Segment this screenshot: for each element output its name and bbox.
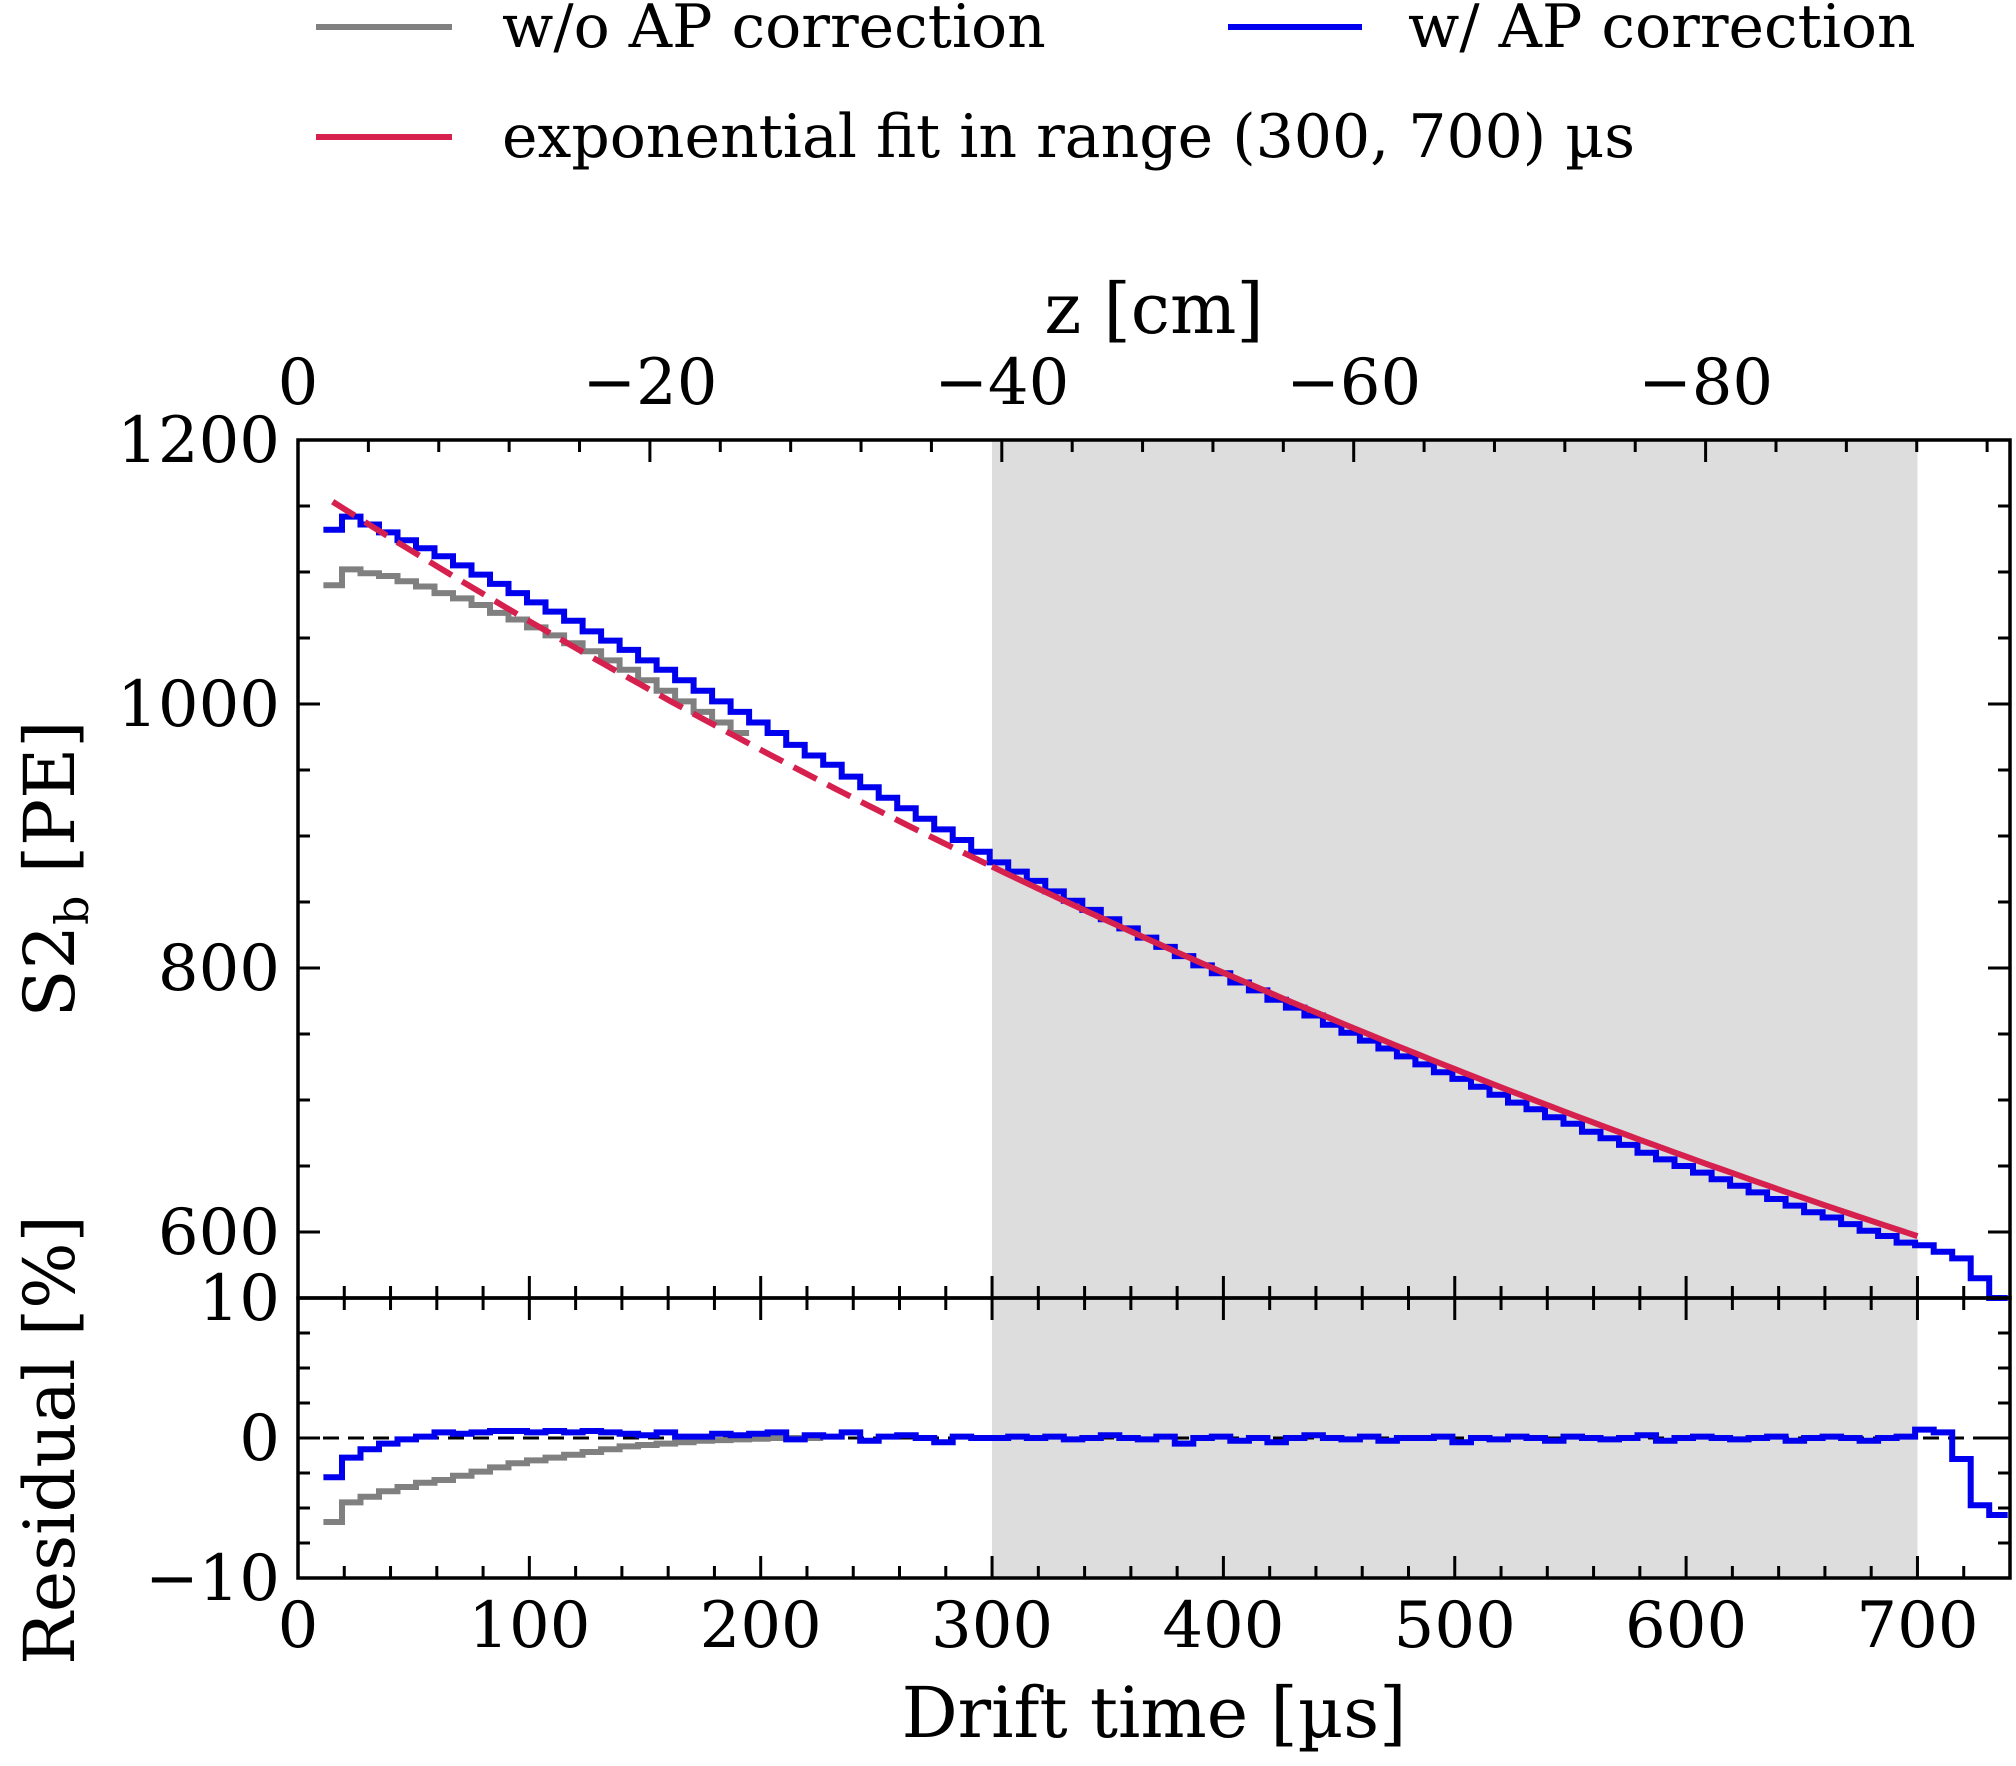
fit-range-shade-main xyxy=(992,440,1918,1298)
main-y-tick-label: 800 xyxy=(158,932,280,1006)
x-tick-label: 0 xyxy=(278,1589,319,1663)
fit-curve-dashed xyxy=(331,499,994,870)
main-y-axis-title-main: S2 xyxy=(9,925,91,1018)
residual-series-0 xyxy=(323,1435,824,1525)
x-tick-label: 700 xyxy=(1856,1589,1978,1663)
res-y-tick-label: 10 xyxy=(199,1262,280,1336)
main-y-tick-label: 600 xyxy=(158,1196,280,1270)
res-y-tick-label: −10 xyxy=(145,1542,280,1616)
main-y-axis-title: S2b [PE] xyxy=(9,720,99,1017)
main-y-axis-title-text: S2b [PE] xyxy=(9,720,99,1017)
z-tick-label: 0 xyxy=(278,346,319,420)
z-tick-label: −60 xyxy=(1286,346,1421,420)
res-y-tick-label: 0 xyxy=(239,1402,280,1476)
series-layer xyxy=(298,499,2010,1525)
z-tick-label: −40 xyxy=(934,346,1069,420)
main-y-axis-title-sub: b xyxy=(45,896,99,925)
x-tick-label: 500 xyxy=(1394,1589,1516,1663)
residual-series-1 xyxy=(323,1426,2008,1518)
main-y-tick-label: 1200 xyxy=(117,404,280,478)
residual-panel-frame xyxy=(296,1296,2012,1580)
x-tick-label: 600 xyxy=(1625,1589,1747,1663)
x-axis-title: Drift time [µs] xyxy=(902,1672,1407,1754)
residual-y-axis-title: Residual [%] xyxy=(9,1215,91,1665)
legend-label-wo-ap: w/o AP correction xyxy=(502,0,1046,62)
legend-label-fit: exponential fit in range (300, 700) µs xyxy=(502,102,1635,172)
top-axis-title: z [cm] xyxy=(1044,268,1263,350)
main-y-tick-label: 1000 xyxy=(117,668,280,742)
x-tick-label: 100 xyxy=(468,1589,590,1663)
x-tick-label: 400 xyxy=(1162,1589,1284,1663)
x-tick-label: 300 xyxy=(931,1589,1053,1663)
fit-curve-solid xyxy=(990,863,1919,1239)
main-y-axis-title-space xyxy=(9,873,91,895)
main-y-axis-title-unit: [PE] xyxy=(9,720,91,873)
z-tick-label: −20 xyxy=(582,346,717,420)
x-tick-label: 200 xyxy=(700,1589,822,1663)
z-tick-label: −80 xyxy=(1638,346,1773,420)
legend: w/o AP correction w/ AP correction expon… xyxy=(316,0,1916,172)
legend-label-w-ap: w/ AP correction xyxy=(1408,0,1916,62)
